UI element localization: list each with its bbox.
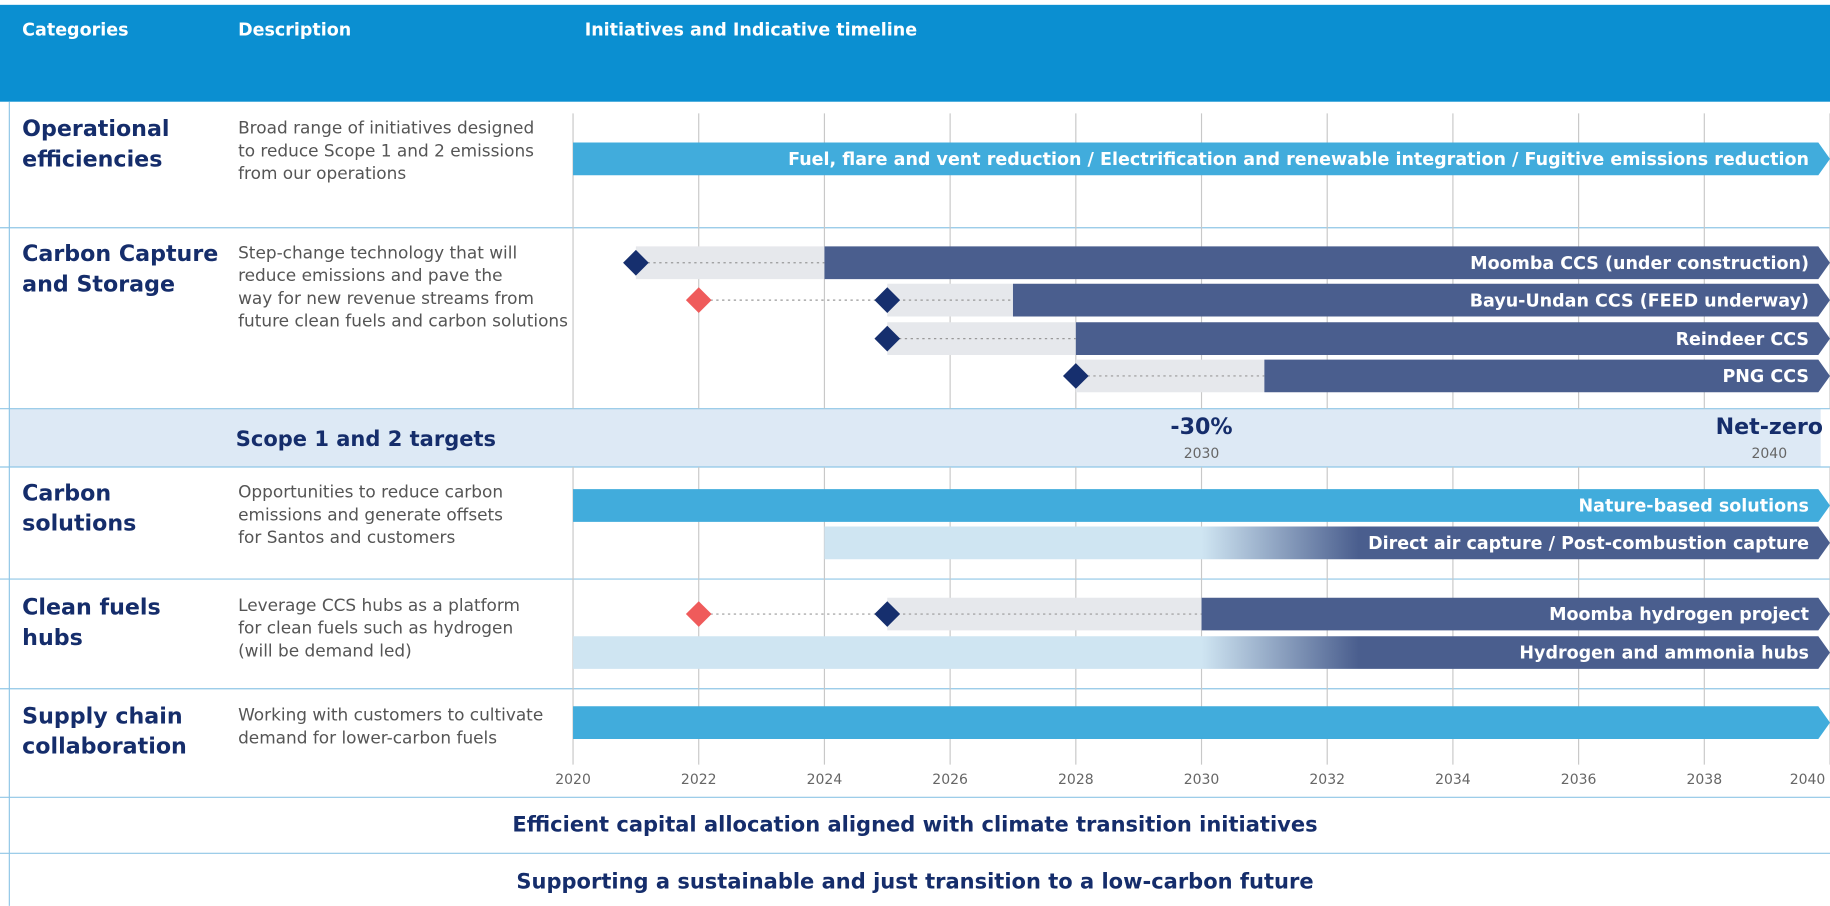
milestone bbox=[685, 601, 712, 627]
bar-label: Moomba CCS (under construction) bbox=[1470, 254, 1809, 274]
target-label: Net-zero bbox=[1716, 414, 1823, 440]
description: Broad range of initiatives designed bbox=[238, 118, 534, 138]
header-band bbox=[0, 4, 1830, 102]
target-year: 2040 bbox=[1751, 446, 1787, 462]
timeline-bar: Direct air capture / Post-combustion cap… bbox=[824, 526, 1830, 560]
timeline-bar: Nature-based solutions bbox=[573, 489, 1830, 522]
timeline-bar: Hydrogen and ammonia hubs bbox=[573, 636, 1830, 669]
targets-band bbox=[9, 408, 1821, 468]
timeline-bar: PNG CCS bbox=[1062, 359, 1830, 393]
bar-label: Bayu-Undan CCS (FEED underway) bbox=[1470, 291, 1809, 311]
header-description: Description bbox=[238, 21, 351, 41]
milestone bbox=[1062, 363, 1089, 389]
targets-title: Scope 1 and 2 targets bbox=[236, 427, 496, 451]
description: reduce emissions and pave the bbox=[238, 265, 502, 285]
bar-segment bbox=[1201, 597, 1830, 631]
bar-label: PNG CCS bbox=[1722, 367, 1809, 387]
header-categories: Categories bbox=[22, 21, 128, 41]
bar-segment bbox=[1075, 322, 1830, 355]
category: hubs bbox=[22, 625, 83, 651]
footer-text: Efficient capital allocation aligned wit… bbox=[512, 812, 1317, 836]
category: Clean fuels bbox=[22, 595, 161, 621]
x-tick-label: 2040 bbox=[1790, 772, 1826, 788]
bar-segment bbox=[1012, 283, 1830, 317]
milestone bbox=[874, 325, 901, 352]
bar-segment bbox=[573, 489, 1830, 522]
x-tick-label: 2034 bbox=[1435, 772, 1471, 788]
bar-segment bbox=[824, 526, 1830, 560]
x-tick-label: 2026 bbox=[932, 772, 968, 788]
description: Working with customers to cultivate bbox=[238, 705, 543, 725]
bar-label: Direct air capture / Post-combustion cap… bbox=[1368, 534, 1809, 554]
description: future clean fuels and carbon solutions bbox=[238, 311, 568, 331]
timeline-bar: Bayu-Undan CCS (FEED underway) bbox=[685, 283, 1830, 317]
bar-segment bbox=[824, 246, 1830, 280]
timeline-bar: Moomba hydrogen project bbox=[685, 597, 1830, 631]
description: Opportunities to reduce carbon bbox=[238, 482, 503, 502]
description: to reduce Scope 1 and 2 emissions bbox=[238, 140, 534, 160]
target-label: -30% bbox=[1170, 414, 1232, 440]
x-tick-label: 2032 bbox=[1309, 772, 1345, 788]
x-tick-label: 2024 bbox=[807, 772, 843, 788]
category: Carbon bbox=[22, 480, 111, 506]
bar-label: Nature-based solutions bbox=[1579, 497, 1809, 517]
timeline-bar: Fuel, flare and vent reduction / Electri… bbox=[573, 142, 1830, 176]
x-tick-label: 2022 bbox=[681, 772, 717, 788]
timeline-bar: Moomba CCS (under construction) bbox=[623, 246, 1830, 280]
description: way for new revenue streams from bbox=[238, 288, 534, 308]
bar-segment bbox=[573, 142, 1830, 176]
x-tick-label: 2030 bbox=[1184, 772, 1220, 788]
bar-label: Hydrogen and ammonia hubs bbox=[1519, 644, 1809, 664]
description: for Santos and customers bbox=[238, 527, 455, 547]
row-separators bbox=[0, 227, 1830, 854]
description: from our operations bbox=[238, 163, 406, 183]
header-timeline: Initiatives and Indicative timeline bbox=[585, 21, 918, 41]
description: for clean fuels such as hydrogen bbox=[238, 618, 513, 638]
description: demand for lower-carbon fuels bbox=[238, 727, 497, 747]
timeline-bar: Reindeer CCS bbox=[874, 322, 1830, 355]
category: collaboration bbox=[22, 734, 187, 760]
description: Step-change technology that will bbox=[238, 242, 517, 262]
x-tick-label: 2028 bbox=[1058, 772, 1094, 788]
category: Operational bbox=[22, 116, 169, 142]
bar-label: Moomba hydrogen project bbox=[1549, 605, 1809, 625]
category: Carbon Capture bbox=[22, 241, 218, 267]
bar-label: Reindeer CCS bbox=[1676, 330, 1809, 350]
footer-text: Supporting a sustainable and just transi… bbox=[516, 869, 1313, 893]
description: Leverage CCS hubs as a platform bbox=[238, 595, 520, 615]
milestone bbox=[874, 601, 901, 627]
x-tick-label: 2020 bbox=[555, 772, 591, 788]
category: solutions bbox=[22, 511, 136, 537]
bar-segment bbox=[573, 706, 1830, 739]
category: efficiencies bbox=[22, 147, 162, 173]
timeline-bar bbox=[573, 706, 1830, 739]
target-year: 2030 bbox=[1184, 446, 1220, 462]
x-tick-label: 2038 bbox=[1686, 772, 1722, 788]
x-tick-label: 2036 bbox=[1561, 772, 1597, 788]
bar-segment bbox=[1264, 359, 1830, 393]
category: Supply chain bbox=[22, 703, 182, 729]
milestone bbox=[685, 287, 712, 313]
bar-segment bbox=[573, 636, 1830, 669]
description: emissions and generate offsets bbox=[238, 504, 503, 524]
description: (will be demand led) bbox=[238, 640, 412, 660]
milestone bbox=[623, 249, 649, 276]
category: and Storage bbox=[22, 271, 175, 297]
bar-label: Fuel, flare and vent reduction / Electri… bbox=[788, 150, 1809, 170]
milestone bbox=[874, 287, 901, 313]
